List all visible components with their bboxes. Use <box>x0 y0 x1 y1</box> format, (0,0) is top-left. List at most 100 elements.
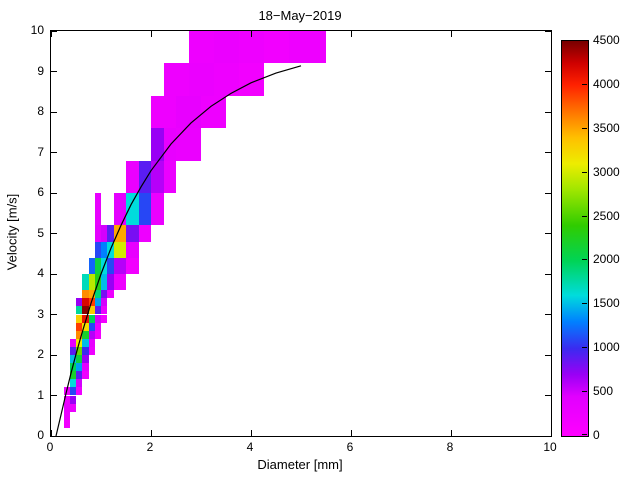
heatmap-cell <box>126 193 139 226</box>
heatmap-cell <box>138 160 151 193</box>
colorbar-tick <box>582 127 587 129</box>
colorbar-tick <box>582 40 587 41</box>
axis-tick <box>51 192 57 194</box>
heatmap-cell <box>176 95 201 129</box>
heatmap-cell <box>151 160 164 193</box>
colorbar-tick-label: 4000 <box>593 76 620 91</box>
axis-tick <box>350 31 352 37</box>
colorbar-tick <box>582 259 587 261</box>
heatmap-cell <box>126 160 139 193</box>
colorbar-tick <box>582 303 587 305</box>
axis-tick <box>51 31 52 37</box>
axis-tick <box>350 430 352 436</box>
heatmap-cell <box>163 63 189 96</box>
heatmap-cell <box>69 403 77 412</box>
heatmap-cell <box>69 395 77 404</box>
heatmap-cell <box>288 31 326 64</box>
heatmap-cell <box>82 363 89 372</box>
chart-title: 18−May−2019 <box>258 8 342 23</box>
colorbar-tick-label: 0 <box>593 428 600 442</box>
heatmap-cell <box>138 225 151 242</box>
colorbar-tick-label: 500 <box>593 384 614 399</box>
heatmap-cell <box>163 160 176 193</box>
heatmap-cell <box>113 257 126 274</box>
colorbar-tick-label: 1000 <box>593 340 620 355</box>
heatmap-cell <box>82 355 89 364</box>
heatmap-cell <box>263 31 289 64</box>
heatmap-cell <box>113 274 126 291</box>
axis-tick <box>545 273 551 275</box>
axis-tick <box>250 430 252 436</box>
colorbar-tick-label: 1500 <box>593 296 620 311</box>
heatmap-cell <box>76 387 83 396</box>
heatmap-cell <box>88 338 95 347</box>
heatmap-cell <box>107 290 114 299</box>
axis-tick <box>51 395 57 396</box>
y-tick-label: 6 <box>37 185 44 199</box>
y-tick-label: 7 <box>37 144 44 159</box>
y-tick-label: 10 <box>30 23 44 37</box>
axis-tick <box>51 71 57 72</box>
axis-tick <box>51 354 57 356</box>
colorbar-tick-label: 2500 <box>593 208 620 223</box>
axis-tick <box>550 430 551 436</box>
heatmap-cell <box>126 257 139 274</box>
y-tick-label: 1 <box>37 387 44 402</box>
axis-tick <box>51 314 57 315</box>
heatmap-cell <box>94 322 102 331</box>
heatmap-cell <box>63 411 70 420</box>
axis-tick <box>545 435 551 436</box>
axis-tick <box>545 395 551 396</box>
axis-tick <box>545 71 551 72</box>
colorbar <box>561 40 589 437</box>
axis-tick <box>450 31 452 37</box>
axis-tick <box>51 152 57 153</box>
axis-tick <box>250 31 252 37</box>
heatmap-cell <box>188 31 214 64</box>
heatmap-cell <box>101 314 108 323</box>
y-tick-label: 4 <box>37 266 44 280</box>
x-tick-label: 2 <box>146 440 154 454</box>
axis-tick <box>51 435 57 436</box>
y-tick-label: 5 <box>37 225 44 240</box>
heatmap-cell <box>188 63 214 96</box>
colorbar-tick-label: 3000 <box>593 164 620 179</box>
y-tick-label: 9 <box>37 63 44 78</box>
colorbar-tick-label: 4500 <box>593 33 620 47</box>
axis-tick <box>545 31 551 32</box>
colorbar-tick <box>582 83 587 85</box>
heatmap-cell <box>126 241 139 258</box>
axis-tick <box>545 192 551 194</box>
heatmap-cell <box>138 193 151 226</box>
axis-tick <box>545 152 551 153</box>
axis-tick <box>545 354 551 356</box>
y-tick-label: 0 <box>37 428 44 442</box>
axis-tick <box>545 233 551 234</box>
x-axis-label: Diameter [mm] <box>257 457 343 472</box>
heatmap-cell <box>126 225 139 242</box>
x-tick-label: 6 <box>346 440 354 454</box>
axis-tick <box>545 314 551 315</box>
heatmap-cell <box>113 241 126 258</box>
heatmap-cell <box>163 128 176 161</box>
heatmap-cell <box>88 346 95 355</box>
heatmap-cell <box>151 95 176 129</box>
heatmap-cell <box>63 419 70 428</box>
colorbar-tick <box>582 347 587 349</box>
axis-tick <box>51 430 52 436</box>
x-tick-label: 4 <box>246 440 254 454</box>
axis-tick <box>450 430 452 436</box>
x-tick-label: 10 <box>543 440 557 454</box>
colorbar-tick-label: 2000 <box>593 252 620 267</box>
y-tick-label: 2 <box>37 347 44 361</box>
heatmap-cell <box>213 63 239 96</box>
colorbar-tick <box>582 391 587 393</box>
heatmap-cell <box>151 128 164 161</box>
x-tick-label: 0 <box>46 440 54 454</box>
axis-tick <box>150 31 152 37</box>
axis-tick <box>51 233 57 234</box>
plot-area <box>50 30 552 437</box>
heatmap-cell <box>101 298 108 307</box>
axis-tick <box>51 273 57 275</box>
colorbar-tick-label: 3500 <box>593 120 620 135</box>
